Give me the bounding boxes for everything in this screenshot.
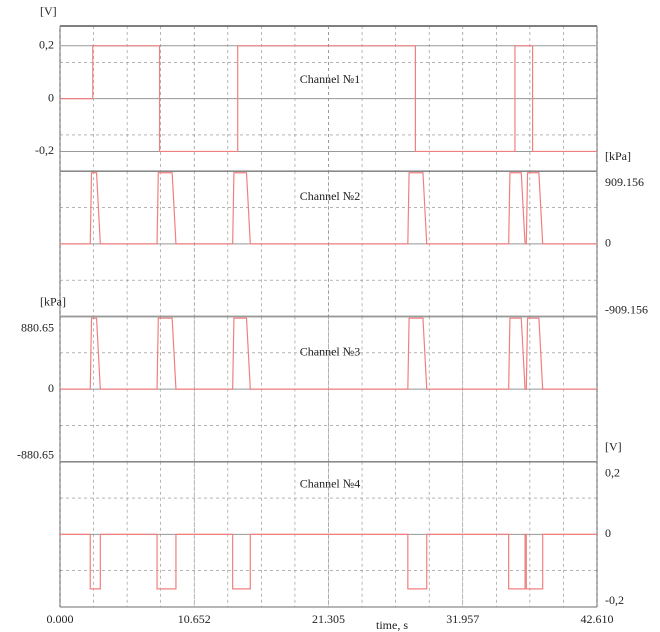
x-tick-label: 31.957	[446, 612, 479, 626]
signal-line	[60, 45, 597, 153]
x-tick-label: 10.652	[178, 612, 211, 626]
channel-title: Channel №1	[300, 72, 360, 86]
y-axis-label: [V]	[605, 440, 622, 454]
y-tick-label: 0	[605, 526, 611, 540]
y-axis-label: [V]	[40, 4, 57, 18]
channel-title: Channel №2	[300, 189, 360, 203]
x-tick-label: 21.305	[312, 612, 345, 626]
y-tick-label: 0	[605, 236, 611, 250]
signal-line	[60, 317, 597, 390]
y-tick-label: 0,2	[39, 38, 54, 52]
y-tick-label: 880.65	[21, 320, 54, 334]
y-tick-label: 909.156	[605, 175, 644, 189]
channel-title: Channel №3	[300, 344, 360, 358]
x-tick-label: 0.000	[47, 612, 74, 626]
x-tick-label: 42.610	[581, 612, 614, 626]
signal-line	[60, 172, 597, 245]
y-axis-label: [kPa]	[40, 294, 66, 308]
y-tick-label: 0	[48, 90, 54, 104]
y-tick-label: -0,2	[35, 143, 54, 157]
y-tick-label: 0,2	[605, 466, 620, 480]
y-tick-label: -880.65	[17, 448, 54, 462]
channel-title: Channel №4	[300, 477, 360, 491]
y-axis-label: [kPa]	[605, 149, 631, 163]
y-tick-label: -909.156	[605, 302, 648, 316]
y-tick-label: 0	[48, 381, 54, 395]
signal-line	[60, 533, 597, 590]
y-tick-label: -0,2	[605, 593, 624, 607]
x-axis-label: time, s	[376, 618, 408, 632]
